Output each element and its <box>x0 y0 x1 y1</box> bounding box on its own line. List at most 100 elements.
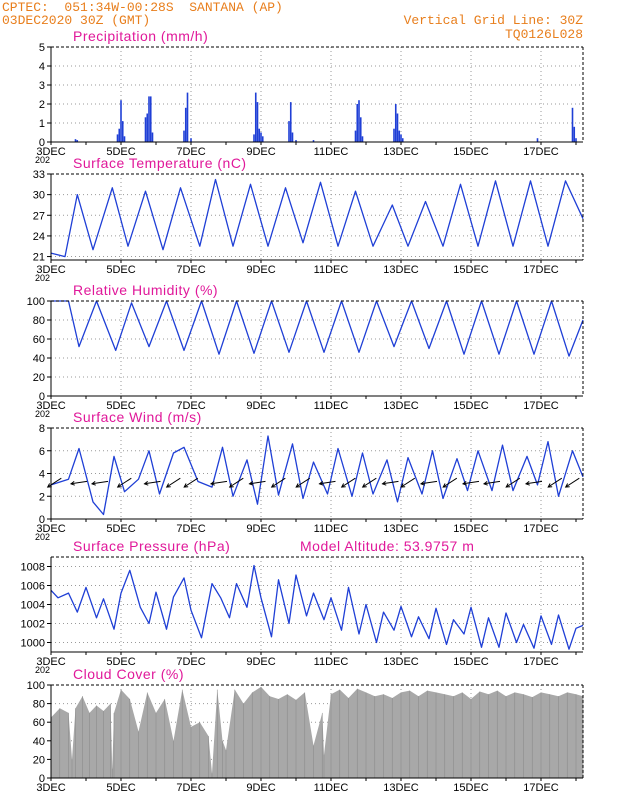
x-tick-label: 7DEC <box>176 400 205 412</box>
y-tick-label: 2 <box>39 491 45 503</box>
x-tick-label: 3DEC <box>36 264 65 276</box>
x-tick-label: 3DEC <box>36 523 65 535</box>
header-station: CPTEC: 051:34W-00:28S SANTANA (AP) <box>2 0 283 15</box>
x-tick-label: 13DEC <box>383 264 419 276</box>
wind-arrow-shaft <box>400 477 416 488</box>
precip-bar <box>571 107 574 142</box>
x-tick-label: 5DEC <box>106 400 135 412</box>
x-tick-label: 11DEC <box>314 264 349 276</box>
precip-bar <box>123 136 126 142</box>
x-tick-label: 17DEC <box>523 656 559 668</box>
y-tick-label: 100 <box>27 680 45 692</box>
x-tick-label: 3DEC <box>36 146 65 158</box>
precip-bar <box>183 130 185 142</box>
x-tick-label: 11DEC <box>314 400 349 412</box>
panel-2: 0 20 40 60 80 100 3DEC 5DEC 7DEC 9DEC 11DEC 13DEC 15… <box>27 282 584 419</box>
wind-arrow <box>116 477 132 488</box>
y-tick-label: 0 <box>39 391 45 403</box>
x-tick-label: 17DEC <box>523 782 559 794</box>
wind-arrow <box>461 480 480 486</box>
wind-arrow-head <box>361 483 367 488</box>
wind-arrow <box>270 477 286 488</box>
x-tick-label: 5DEC <box>106 782 135 794</box>
panel-0: 0 1 2 3 4 5 3DEC 5DEC 7DEC 9DEC 11DEC 13DEC 15DEC 17D… <box>35 28 584 165</box>
wind-arrow-head <box>46 483 52 488</box>
x-tick-label: 15DEC <box>453 782 489 794</box>
wind-arrow <box>143 480 161 486</box>
y-tick-label: 21 <box>33 252 45 264</box>
wind-arrow <box>340 477 356 488</box>
precip-bar <box>573 126 576 142</box>
wind-arrow-head <box>482 480 488 486</box>
precip-bar <box>400 134 402 142</box>
panel-title: Surface Wind (m/s) <box>73 409 202 425</box>
wind-arrow-shaft <box>462 480 480 485</box>
x-tick-label: 17DEC <box>523 523 559 535</box>
x-tick-label: 3DEC <box>36 782 65 794</box>
wind-arrow-head <box>547 483 553 488</box>
x-tick-label: 9DEC <box>246 656 275 668</box>
panel-3: 0 2 4 6 8 3DEC 5DEC 7DEC 9DEC 11DEC 13DEC 15DEC 17DE… <box>35 409 584 542</box>
panel-annotation: Model Altitude: 53.9757 m <box>300 538 474 554</box>
wind-arrow <box>482 480 501 486</box>
y-tick-label: 1 <box>39 118 45 130</box>
y-tick-label: 27 <box>33 210 45 222</box>
x-tick-label: 5DEC <box>106 523 135 535</box>
wind-arrow-shaft <box>420 480 438 485</box>
panel-5: 0 20 40 60 80 100 3DEC 5DEC 7DEC 9DEC 11DEC 13DEC 15… <box>27 666 584 794</box>
wind-arrow-head <box>318 480 324 486</box>
y-tick-label: 40 <box>33 736 45 748</box>
x-tick-label: 9DEC <box>246 523 275 535</box>
precip-bar <box>361 136 364 142</box>
x-tick-label: 13DEC <box>383 782 419 794</box>
x-tick-label: 9DEC <box>246 782 275 794</box>
precip-bar <box>76 140 79 142</box>
x-tick-label: 11DEC <box>314 146 349 158</box>
series-line <box>51 300 584 357</box>
x-tick-label: 17DEC <box>523 264 559 276</box>
wind-arrow-shaft <box>565 477 580 488</box>
cloud-area <box>51 686 583 778</box>
header-model-id: TQ0126L028 <box>504 27 583 42</box>
wind-arrow-shaft <box>91 480 109 485</box>
x-tick-label: 15DEC <box>453 523 489 535</box>
wind-arrow <box>46 477 62 488</box>
x-tick-label: 9DEC <box>246 146 275 158</box>
x-tick-label: 7DEC <box>176 523 205 535</box>
wind-arrow <box>505 477 521 488</box>
x-tick-label: 15DEC <box>453 400 489 412</box>
wind-arrow-shaft <box>382 480 399 485</box>
wind-arrow-head <box>340 483 346 488</box>
precip-bar <box>396 113 399 142</box>
x-tick-label: 17DEC <box>523 146 559 158</box>
x-tick-label: 3DEC <box>36 656 65 668</box>
wind-arrow <box>183 477 199 488</box>
wind-arrow-head <box>461 480 467 486</box>
x-tick-label: 15DEC <box>453 264 489 276</box>
x-tick-label: 13DEC <box>383 146 419 158</box>
x-tick-label: 3DEC <box>36 400 65 412</box>
wind-arrow <box>248 480 266 486</box>
x-tick-label: 7DEC <box>176 656 205 668</box>
wind-arrow-head <box>564 483 570 488</box>
wind-arrow-head <box>524 480 530 486</box>
y-tick-label: 4 <box>39 61 45 73</box>
x-tick-label: 13DEC <box>383 656 419 668</box>
wind-arrow-head <box>505 483 511 488</box>
wind-arrow-head <box>381 480 387 486</box>
wind-arrow-head <box>248 480 254 486</box>
x-tick-label: 15DEC <box>453 656 489 668</box>
wind-arrow-head <box>183 483 189 488</box>
precip-bar <box>254 92 257 142</box>
x-tick-label: 11DEC <box>314 656 349 668</box>
precip-bar <box>120 100 122 142</box>
wind-arrow-shaft <box>319 480 336 485</box>
precip-bar <box>289 102 292 142</box>
wind-arrow-head <box>442 483 448 488</box>
precip-bar <box>186 92 189 142</box>
wind-arrow <box>524 480 543 486</box>
wind-arrow <box>228 477 244 488</box>
wind-arrow <box>547 477 563 488</box>
x-tick-label: 7DEC <box>176 782 205 794</box>
